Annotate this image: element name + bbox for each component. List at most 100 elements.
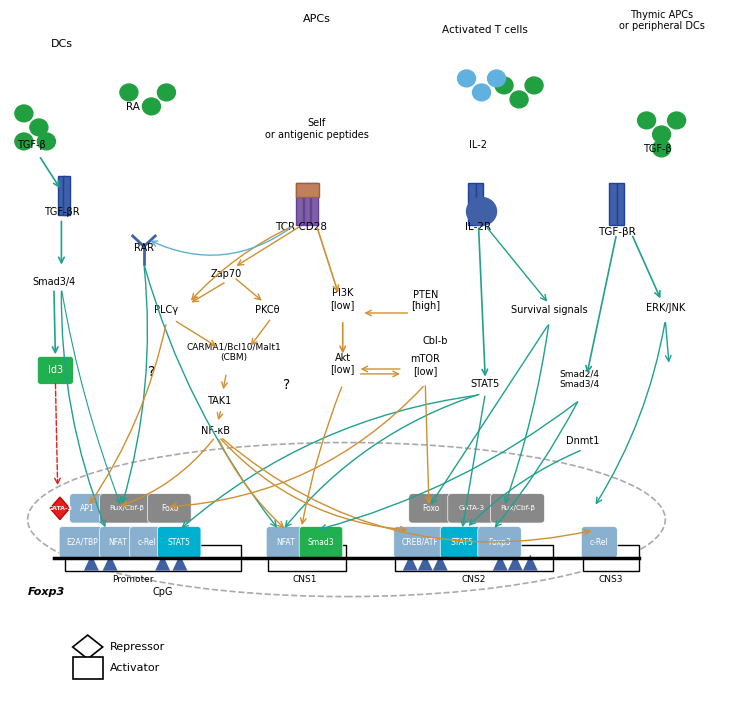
Polygon shape bbox=[418, 555, 433, 571]
Bar bbox=[296, 183, 319, 198]
Text: CNS3: CNS3 bbox=[599, 574, 623, 583]
Circle shape bbox=[653, 126, 671, 143]
Text: ?: ? bbox=[283, 378, 290, 392]
FancyBboxPatch shape bbox=[583, 546, 639, 571]
Text: CNS2: CNS2 bbox=[462, 574, 486, 583]
Text: AP1: AP1 bbox=[81, 504, 95, 513]
Text: CARMA1/Bcl10/Malt1
(CBM): CARMA1/Bcl10/Malt1 (CBM) bbox=[187, 342, 282, 362]
FancyBboxPatch shape bbox=[99, 527, 136, 558]
FancyBboxPatch shape bbox=[441, 527, 483, 558]
Bar bbox=[311, 183, 318, 226]
Circle shape bbox=[638, 112, 656, 129]
Text: PLCγ: PLCγ bbox=[154, 305, 178, 315]
Text: Smad3/4: Smad3/4 bbox=[32, 277, 75, 287]
Text: PTEN
[high]: PTEN [high] bbox=[410, 290, 440, 311]
FancyBboxPatch shape bbox=[409, 494, 453, 523]
Text: DCs: DCs bbox=[50, 39, 72, 49]
FancyBboxPatch shape bbox=[268, 546, 346, 571]
FancyBboxPatch shape bbox=[394, 527, 447, 558]
Text: Akt
[low]: Akt [low] bbox=[331, 353, 355, 375]
Text: CNS1: CNS1 bbox=[293, 574, 318, 583]
Circle shape bbox=[30, 119, 48, 136]
Text: Smad3: Smad3 bbox=[308, 538, 334, 547]
FancyBboxPatch shape bbox=[99, 494, 154, 523]
Text: TAK1: TAK1 bbox=[207, 396, 231, 406]
Circle shape bbox=[495, 77, 513, 93]
FancyBboxPatch shape bbox=[130, 527, 163, 558]
Text: GATA-3: GATA-3 bbox=[47, 506, 72, 511]
Text: APCs: APCs bbox=[303, 14, 331, 25]
Text: Smad2/4
Smad3/4: Smad2/4 Smad3/4 bbox=[559, 369, 599, 389]
Text: PKCθ: PKCθ bbox=[255, 305, 280, 315]
Circle shape bbox=[38, 133, 56, 150]
Text: Foxp3: Foxp3 bbox=[28, 587, 65, 597]
Circle shape bbox=[157, 84, 175, 101]
Text: Cbl-b: Cbl-b bbox=[422, 337, 448, 347]
Text: GATA-3: GATA-3 bbox=[459, 505, 485, 511]
Circle shape bbox=[15, 105, 33, 122]
Text: RAR: RAR bbox=[134, 243, 154, 252]
Text: Activated T cells: Activated T cells bbox=[442, 25, 528, 35]
Circle shape bbox=[458, 70, 476, 86]
Polygon shape bbox=[508, 555, 523, 571]
Bar bbox=[468, 183, 476, 226]
Polygon shape bbox=[102, 555, 117, 571]
Text: Foxp3: Foxp3 bbox=[488, 538, 511, 547]
Text: Zap70: Zap70 bbox=[211, 269, 242, 279]
FancyBboxPatch shape bbox=[157, 527, 201, 558]
Text: Rux/Cbf-β: Rux/Cbf-β bbox=[500, 505, 535, 511]
Text: c-Rel: c-Rel bbox=[137, 538, 156, 547]
Polygon shape bbox=[50, 497, 70, 520]
Circle shape bbox=[120, 84, 138, 101]
Circle shape bbox=[653, 140, 671, 157]
Text: NFAT: NFAT bbox=[276, 538, 295, 547]
Text: ?: ? bbox=[148, 365, 155, 379]
FancyBboxPatch shape bbox=[581, 527, 617, 558]
FancyBboxPatch shape bbox=[148, 494, 191, 523]
FancyBboxPatch shape bbox=[299, 527, 343, 558]
Circle shape bbox=[473, 84, 490, 101]
Text: PI3K
[low]: PI3K [low] bbox=[331, 288, 355, 310]
Text: IL-2: IL-2 bbox=[469, 141, 486, 150]
Text: TCR CD28: TCR CD28 bbox=[276, 221, 328, 232]
Text: CREB/ATF: CREB/ATF bbox=[401, 538, 438, 547]
Polygon shape bbox=[84, 555, 99, 571]
Text: NF-κB: NF-κB bbox=[201, 426, 230, 436]
FancyBboxPatch shape bbox=[478, 527, 521, 558]
Text: STAT5: STAT5 bbox=[450, 538, 474, 547]
Text: Activator: Activator bbox=[110, 663, 160, 673]
FancyBboxPatch shape bbox=[66, 546, 242, 571]
Text: Self
or antigenic peptides: Self or antigenic peptides bbox=[264, 118, 368, 140]
Text: Repressor: Repressor bbox=[110, 642, 166, 652]
Circle shape bbox=[668, 112, 685, 129]
Circle shape bbox=[487, 70, 505, 86]
Bar bbox=[58, 176, 66, 215]
Polygon shape bbox=[492, 555, 508, 571]
Circle shape bbox=[15, 133, 33, 150]
Text: mTOR
[low]: mTOR [low] bbox=[410, 354, 441, 376]
Text: c-Rel: c-Rel bbox=[590, 538, 608, 547]
Text: STAT5: STAT5 bbox=[471, 378, 500, 389]
Bar bbox=[617, 183, 624, 226]
Text: Thymic APCs
or peripheral DCs: Thymic APCs or peripheral DCs bbox=[619, 10, 705, 32]
Polygon shape bbox=[403, 555, 418, 571]
Polygon shape bbox=[172, 555, 187, 571]
FancyBboxPatch shape bbox=[70, 494, 105, 523]
Bar bbox=[303, 183, 310, 226]
Bar bbox=[72, 657, 102, 678]
Text: TGF-β: TGF-β bbox=[17, 141, 46, 150]
FancyBboxPatch shape bbox=[59, 527, 105, 558]
Polygon shape bbox=[433, 555, 448, 571]
Text: Rux/Cbf-β: Rux/Cbf-β bbox=[109, 505, 144, 511]
Text: Id3: Id3 bbox=[48, 366, 63, 375]
Polygon shape bbox=[523, 555, 538, 571]
Text: Dnmt1: Dnmt1 bbox=[566, 436, 599, 446]
Polygon shape bbox=[72, 635, 102, 659]
Text: TGF-β: TGF-β bbox=[644, 144, 672, 154]
Polygon shape bbox=[155, 555, 170, 571]
Text: TGF-βR: TGF-βR bbox=[598, 227, 636, 238]
Text: RA: RA bbox=[126, 102, 139, 112]
Text: CpG: CpG bbox=[152, 587, 173, 597]
Bar bbox=[296, 183, 303, 226]
Text: NFAT: NFAT bbox=[108, 538, 127, 547]
